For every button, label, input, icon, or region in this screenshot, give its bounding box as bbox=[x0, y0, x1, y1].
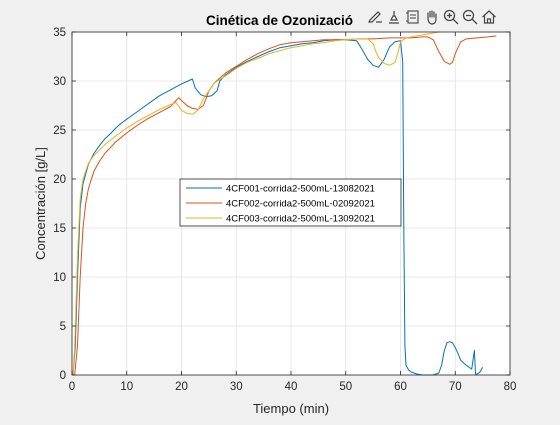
y-axis-label: Concentración [g/L] bbox=[33, 147, 48, 260]
series-group bbox=[72, 31, 497, 376]
y-tick-label: 5 bbox=[60, 321, 66, 333]
x-tick-label: 10 bbox=[120, 381, 133, 393]
axes-toolbar bbox=[366, 6, 498, 28]
x-axis-label: Tiempo (min) bbox=[253, 401, 329, 416]
x-tick-label: 20 bbox=[175, 381, 188, 393]
zoom-out-icon[interactable] bbox=[461, 7, 479, 27]
data-tip-icon[interactable] bbox=[385, 7, 403, 27]
zoom-in-icon[interactable] bbox=[442, 7, 460, 27]
x-tick-label: 60 bbox=[394, 381, 407, 393]
legend-entry: 4CF003-corrida2-500mL-13092021 bbox=[226, 214, 375, 225]
x-tick-label: 50 bbox=[339, 381, 352, 393]
y-tick-label: 15 bbox=[53, 223, 66, 235]
x-tick-label: 0 bbox=[69, 381, 75, 393]
x-tick-label: 30 bbox=[230, 381, 243, 393]
series-line-2[interactable] bbox=[74, 35, 497, 376]
ticks: 0 10 20 30 40 50 60 70 80 0 5 10 15 20 25 30 35 bbox=[53, 27, 516, 393]
legend-entry: 4CF002-corrida2-500mL-02092021 bbox=[226, 199, 375, 210]
y-tick-label: 10 bbox=[53, 272, 66, 284]
y-tick-label: 30 bbox=[53, 76, 66, 88]
home-icon[interactable] bbox=[480, 7, 498, 27]
x-tick-label: 70 bbox=[449, 381, 462, 393]
legend[interactable]: 4CF001-corrida2-500mL-13082021 4CF002-cor… bbox=[179, 178, 402, 227]
y-tick-label: 0 bbox=[60, 370, 66, 382]
y-tick-label: 25 bbox=[53, 125, 66, 137]
y-tick-label: 35 bbox=[53, 27, 66, 39]
legend-entry: 4CF001-corrida2-500mL-13082021 bbox=[226, 184, 375, 195]
brush-edit-icon[interactable] bbox=[366, 7, 384, 27]
legend-icon[interactable] bbox=[404, 7, 422, 27]
x-tick-label: 80 bbox=[504, 381, 517, 393]
chart-title: Cinética de Ozonizació bbox=[206, 13, 353, 28]
series-line-3[interactable] bbox=[72, 31, 439, 376]
x-tick-label: 40 bbox=[285, 381, 298, 393]
y-tick-label: 20 bbox=[53, 174, 66, 186]
pan-hand-icon[interactable] bbox=[423, 7, 441, 27]
